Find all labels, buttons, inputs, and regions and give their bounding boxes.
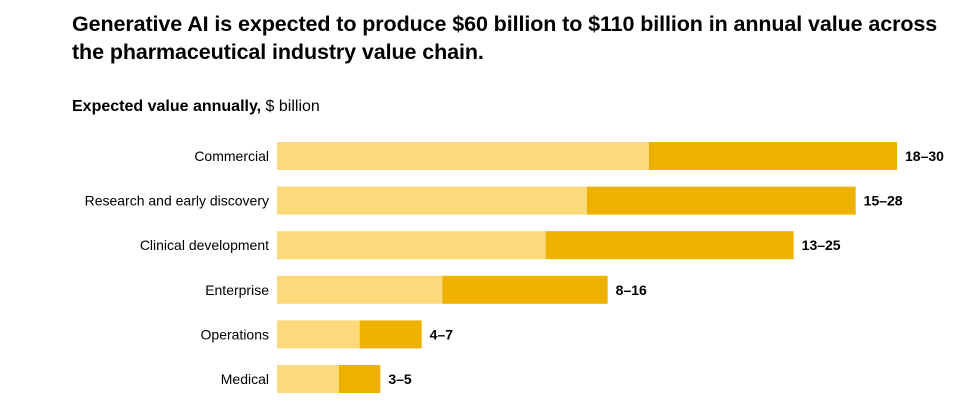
category-label: Enterprise xyxy=(205,282,269,298)
bar-high-estimate xyxy=(359,320,422,349)
category-label: Operations xyxy=(201,326,269,342)
value-label: 4–7 xyxy=(430,326,454,342)
value-label: 15–28 xyxy=(864,193,903,209)
category-label: Clinical development xyxy=(140,237,269,253)
bar-high-estimate xyxy=(649,142,897,170)
chart-title: Generative AI is expected to produce $60… xyxy=(72,12,938,64)
value-label: 13–25 xyxy=(802,237,841,253)
bar-high-estimate xyxy=(339,365,381,393)
bar-low-estimate xyxy=(277,186,587,215)
value-label: 3–5 xyxy=(388,371,412,387)
bar-high-estimate xyxy=(442,275,608,304)
category-label: Medical xyxy=(221,371,269,387)
bar-high-estimate xyxy=(587,186,856,215)
bar-low-estimate xyxy=(277,231,546,260)
bar-high-estimate xyxy=(545,231,794,260)
bar-low-estimate xyxy=(277,320,360,349)
bar-low-estimate xyxy=(277,142,649,170)
value-label: 8–16 xyxy=(616,282,647,298)
bar-low-estimate xyxy=(277,365,339,393)
chart-subtitle: Expected value annually, $ billion xyxy=(72,98,320,116)
category-label: Commercial xyxy=(194,148,269,164)
subtitle-bold: Expected value annually, xyxy=(72,98,262,115)
bar-low-estimate xyxy=(277,275,443,304)
subtitle-unit: $ billion xyxy=(261,98,320,115)
value-label: 18–30 xyxy=(905,148,944,164)
category-label: Research and early discovery xyxy=(85,193,269,209)
